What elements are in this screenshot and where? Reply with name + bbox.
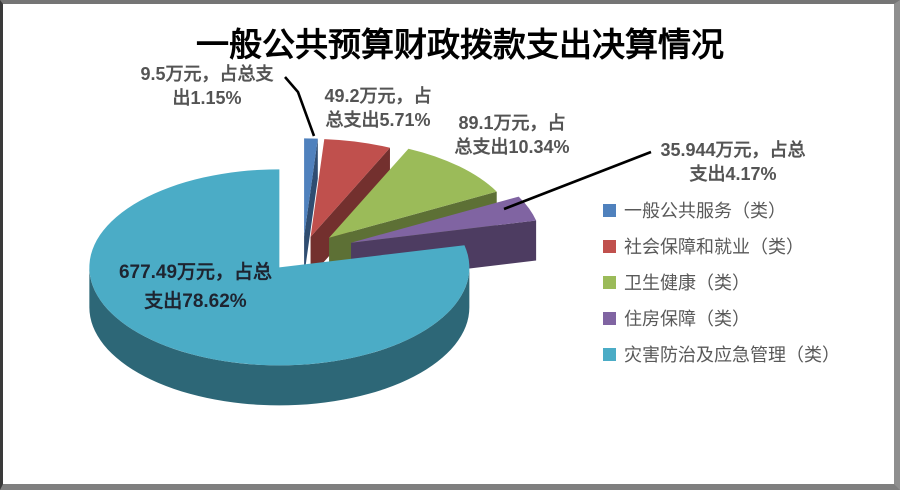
pie-chart: [89, 76, 652, 406]
legend-label: 卫生健康（类）: [624, 273, 750, 293]
legend-swatch-icon: [603, 239, 616, 253]
legend-swatch-icon: [603, 203, 616, 217]
legend-label: 灾害防治及应急管理（类）: [624, 345, 840, 365]
legend-item-general-public[interactable]: 一般公共服务（类）: [603, 192, 840, 228]
data-label-social-security: 49.2万元，占 总支出5.71%: [324, 86, 432, 130]
legend-item-social-security[interactable]: 社会保障和就业（类）: [603, 228, 840, 264]
data-label-general-public: 9.5万元，占总支 出1.15%: [140, 64, 274, 108]
data-label-housing: 35.944万元，占总 支出4.17%: [660, 140, 806, 184]
data-label-health: 89.1万元，占 总支出10.34%: [454, 113, 570, 157]
pie-slice-3[interactable]: [351, 196, 537, 243]
legend-label: 社会保障和就业（类）: [624, 237, 804, 257]
data-label-disaster: 677.49万元，占总 支出78.62%: [118, 262, 273, 312]
legend-item-housing[interactable]: 住房保障（类）: [603, 300, 840, 336]
chart-title: 一般公共预算财政拨款支出决算情况: [196, 26, 724, 63]
pie-slice-0-side-face[interactable]: [304, 138, 318, 277]
legend-swatch-icon: [603, 311, 616, 325]
chart-legend: 一般公共服务（类） 社会保障和就业（类） 卫生健康（类） 住房保障（类） 灾害防…: [603, 192, 840, 372]
pie-slice-1[interactable]: [310, 139, 390, 237]
legend-item-health[interactable]: 卫生健康（类）: [603, 264, 840, 300]
legend-item-disaster[interactable]: 灾害防治及应急管理（类）: [603, 336, 840, 372]
pie-slice-4[interactable]: [89, 169, 470, 366]
legend-swatch-icon: [603, 347, 616, 361]
pie-slice-2[interactable]: [329, 148, 497, 238]
leader-line-housing: [503, 150, 652, 211]
pie-slice-0[interactable]: [304, 138, 318, 237]
legend-label: 一般公共服务（类）: [624, 201, 786, 221]
legend-label: 住房保障（类）: [624, 309, 750, 329]
leader-line-general-public: [284, 76, 316, 137]
legend-swatch-icon: [603, 275, 616, 289]
pie-slice-4-front-wall[interactable]: [89, 267, 470, 406]
